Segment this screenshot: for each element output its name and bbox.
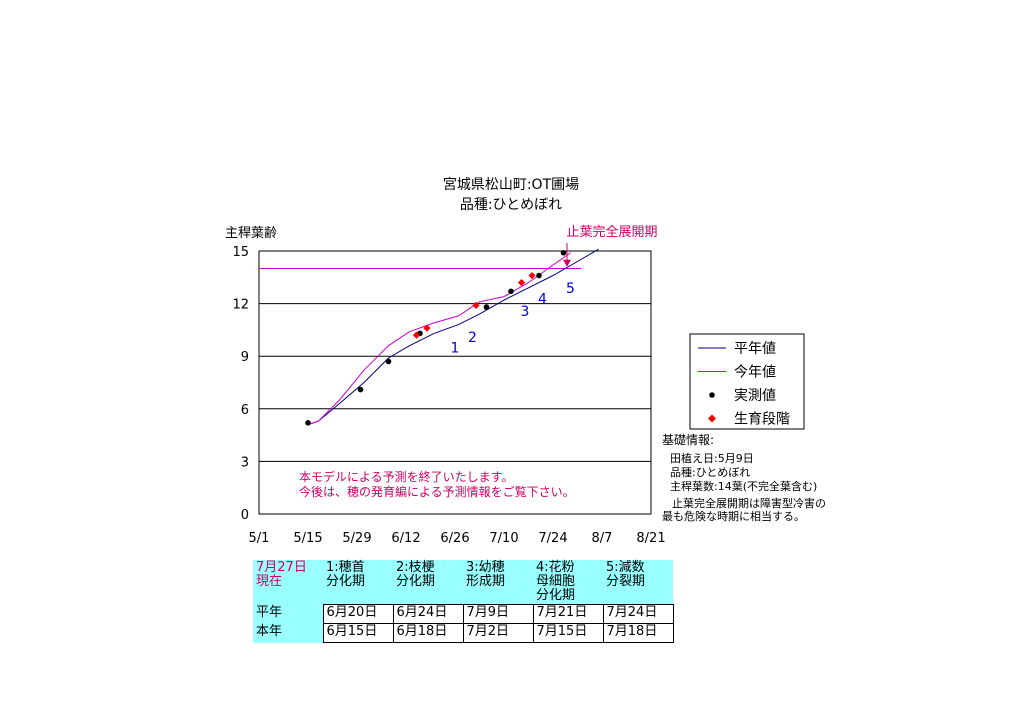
x-tick-label: 6/12	[391, 531, 420, 546]
y-tick-label: 12	[232, 298, 249, 313]
gridlines	[258, 250, 652, 515]
x-tick-label: 6/26	[440, 531, 469, 546]
stage-number-label: 3	[521, 304, 530, 320]
table-cell: 7月21日	[532, 604, 604, 624]
observed-point	[483, 304, 490, 310]
legend-label: 実測値	[734, 388, 776, 404]
row-label-this-year: 本年	[253, 623, 323, 643]
table-cell: 7月24日	[602, 604, 674, 624]
annotations: 12 34 5 止葉完全展開期本モデルによる予測を終了いたします。今後は、穂の発育編に…	[299, 224, 658, 499]
x-tick-label: 5/29	[342, 531, 371, 546]
plot-frame	[258, 250, 652, 515]
chart-title-line: 品種:ひとめぼれ	[460, 197, 562, 213]
table-corner-date: 7月27日 現在	[253, 560, 323, 605]
x-tick-label: 5/15	[293, 531, 322, 546]
annotation-arrow-head	[563, 259, 571, 267]
info-heading: 基礎情報:	[662, 433, 715, 447]
info-line-planting: 田植え日:5月9日	[670, 452, 754, 465]
notice-text: 今後は、穂の発育編による予測情報をご覧下さい。	[299, 484, 575, 499]
table-cell: 6月24日	[392, 604, 464, 624]
legend-label: 生育段階	[734, 412, 790, 428]
x-tick-label: 8/7	[592, 531, 613, 546]
stage-header-5: 5:減数 分裂期	[603, 560, 673, 605]
x-tick-label: 7/10	[489, 531, 518, 546]
normal-year-line	[307, 248, 599, 426]
chart-title-line: 宮城県松山町:OT圃場	[443, 177, 579, 193]
y-tick-label: 15	[232, 245, 249, 260]
legend-label: 平年値	[734, 341, 776, 357]
row-label-normal-year: 平年	[253, 604, 323, 624]
stage-header-1: 1:穂首 分化期	[323, 560, 393, 605]
observed-point	[385, 358, 392, 365]
info-line-leaf-count: 主稈葉数:14葉(不完全葉含む)	[670, 480, 818, 493]
x-tick-label: 5/1	[249, 531, 270, 546]
growth-stage-marker	[528, 271, 536, 280]
observed-point	[560, 249, 567, 256]
legend-label: 今年値	[734, 365, 776, 381]
stage-number-label: 1	[451, 341, 460, 357]
table-row: 本年 6月15日 6月18日 7月2日 7月15日 7月18日	[253, 623, 674, 643]
x-tick-label: 8/21	[636, 531, 665, 546]
legend-box	[689, 333, 805, 430]
table-cell: 7月9日	[462, 604, 534, 624]
y-tick-label: 3	[241, 455, 249, 470]
legend-diamond-swatch	[708, 414, 716, 423]
stage-header-2: 2:枝梗 分化期	[393, 560, 463, 605]
this-year-line	[307, 252, 571, 426]
table-cell: 6月18日	[392, 623, 464, 643]
stage-header-4: 4:花粉 母細胞 分化期	[533, 560, 603, 605]
table-cell: 7月15日	[532, 623, 604, 643]
info-line-variety: 品種:ひとめぼれ	[670, 466, 751, 479]
observed-point	[536, 272, 542, 279]
y-axis-label: 主稈葉齢	[225, 226, 277, 241]
stage-date-table: 7月27日 現在 1:穂首 分化期 2:枝梗 分化期 3:幼穂 形成期 4:花粉 母細胞分…	[253, 560, 674, 643]
legend-dot-swatch	[709, 392, 715, 398]
table-cell: 6月15日	[322, 623, 394, 643]
table-cell: 7月18日	[602, 623, 674, 643]
y-tick-label: 6	[241, 403, 249, 418]
y-tick-label: 0	[241, 508, 249, 523]
info-note-line1: 止葉完全展開期は障害型冷害の	[672, 497, 826, 510]
growth-stage-marker	[472, 301, 480, 309]
stage-header-3: 3:幼穂 形成期	[463, 560, 533, 605]
flag-leaf-annotation: 止葉完全展開期	[566, 224, 657, 240]
observed-point	[305, 420, 311, 426]
y-tick-label: 9	[241, 350, 249, 365]
table-cell: 6月20日	[322, 604, 394, 624]
observed-point	[357, 386, 364, 393]
observed-point	[508, 288, 514, 295]
stage-number-label: 5	[566, 281, 575, 297]
table-cell: 7月2日	[462, 623, 534, 643]
growth-stage-marker	[412, 331, 421, 339]
series-layer	[259, 248, 599, 426]
x-tick-label: 7/24	[538, 531, 567, 546]
stage-header-row: 7月27日 現在 1:穂首 分化期 2:枝梗 分化期 3:幼穂 形成期 4:花粉 母細胞分…	[253, 560, 673, 605]
growth-stage-marker	[517, 278, 526, 287]
growth-stage-marker	[423, 324, 431, 332]
info-note-line2: 最も危険な時期に相当する。	[662, 510, 805, 523]
stage-number-label: 2	[468, 330, 477, 346]
stage-number-label: 4	[538, 292, 547, 308]
notice-text: 本モデルによる予測を終了いたします。	[299, 469, 513, 484]
table-row: 平年 6月20日 6月24日 7月9日 7月21日 7月24日	[253, 604, 674, 624]
